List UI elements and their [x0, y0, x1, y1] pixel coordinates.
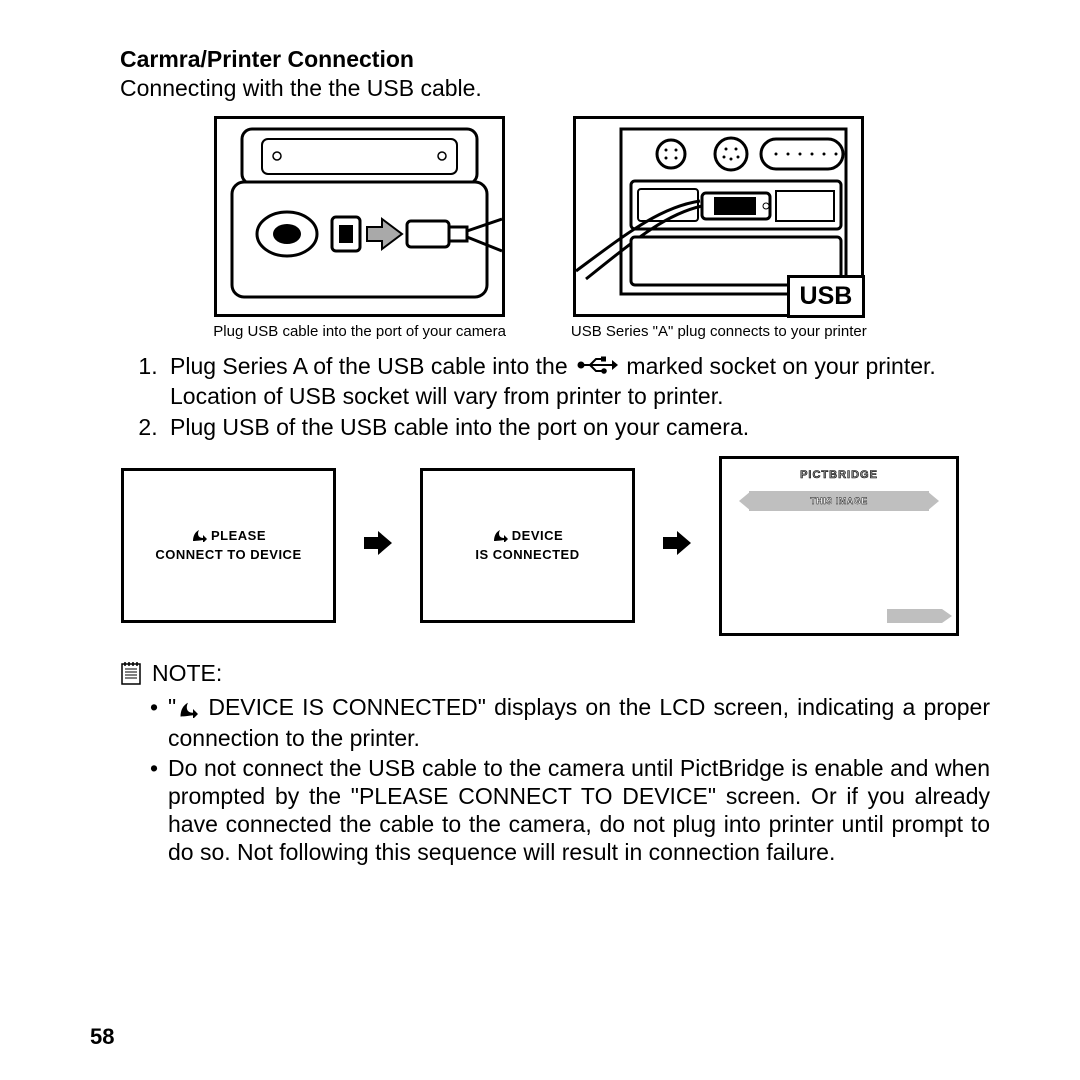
instruction-list: Plug Series A of the USB cable into the … [120, 352, 990, 442]
step-1-text-pre: Plug Series A of the USB cable into the [170, 353, 574, 379]
figure-camera [214, 116, 505, 317]
lcd-1-line2: CONNECT TO DEVICE [155, 547, 301, 562]
lcd-3-title: PICTBRIDGE [800, 469, 878, 481]
note-item-1: " DEVICE IS CONNECTED" displays on the L… [150, 693, 990, 752]
figure-camera-caption: Plug USB cable into the port of your cam… [213, 323, 506, 342]
lcd-3-banner-text: THIS IMAGE [749, 491, 929, 511]
usb-trident-icon [576, 353, 618, 382]
notepad-icon [120, 660, 142, 691]
note-1-pre: " [168, 694, 176, 720]
note-label: NOTE: [152, 660, 222, 687]
lcd-2-text: DEVICE IS CONNECTED [475, 527, 579, 563]
pictbridge-icon [191, 528, 207, 547]
lcd-2-line2: IS CONNECTED [475, 547, 579, 562]
arrow-icon [663, 531, 691, 560]
lcd-screens-row: PLEASE CONNECT TO DEVICE DEVICE IS CONNE… [90, 456, 990, 636]
step-1: Plug Series A of the USB cable into the … [164, 352, 990, 411]
pictbridge-icon [492, 528, 508, 547]
page-number: 58 [90, 1024, 114, 1050]
lcd-3-banner: THIS IMAGE [749, 491, 929, 511]
section-heading: Carmra/Printer Connection [120, 46, 990, 73]
figure-printer-group: USB USB Series "A" plug connects to your… [571, 116, 867, 342]
figure-camera-group: Plug USB cable into the port of your cam… [213, 116, 506, 342]
lcd-screen-2: DEVICE IS CONNECTED [420, 468, 635, 623]
lcd-screen-1: PLEASE CONNECT TO DEVICE [121, 468, 336, 623]
usb-label: USB [787, 275, 866, 318]
figure-row: Plug USB cable into the port of your cam… [90, 116, 990, 342]
arrow-icon [364, 531, 392, 560]
camera-illustration [217, 119, 502, 314]
figure-printer: USB [573, 116, 864, 317]
lcd-1-line1: PLEASE [211, 528, 266, 543]
note-item-2: Do not connect the USB cable to the came… [150, 754, 990, 866]
note-1-post: DEVICE IS CONNECTED" displays on the LCD… [168, 694, 990, 751]
step-2: Plug USB of the USB cable into the port … [164, 413, 990, 442]
note-list: " DEVICE IS CONNECTED" displays on the L… [150, 693, 990, 866]
section-subheading: Connecting with the the USB cable. [120, 75, 990, 102]
lcd-1-text: PLEASE CONNECT TO DEVICE [155, 527, 301, 563]
pictbridge-icon [178, 696, 198, 724]
figure-printer-caption: USB Series "A" plug connects to your pri… [571, 323, 867, 342]
lcd-3-bottom-arrow [887, 609, 942, 623]
lcd-2-line1: DEVICE [512, 528, 563, 543]
note-header: NOTE: [120, 660, 990, 691]
lcd-screen-3: PICTBRIDGE THIS IMAGE [719, 456, 959, 636]
